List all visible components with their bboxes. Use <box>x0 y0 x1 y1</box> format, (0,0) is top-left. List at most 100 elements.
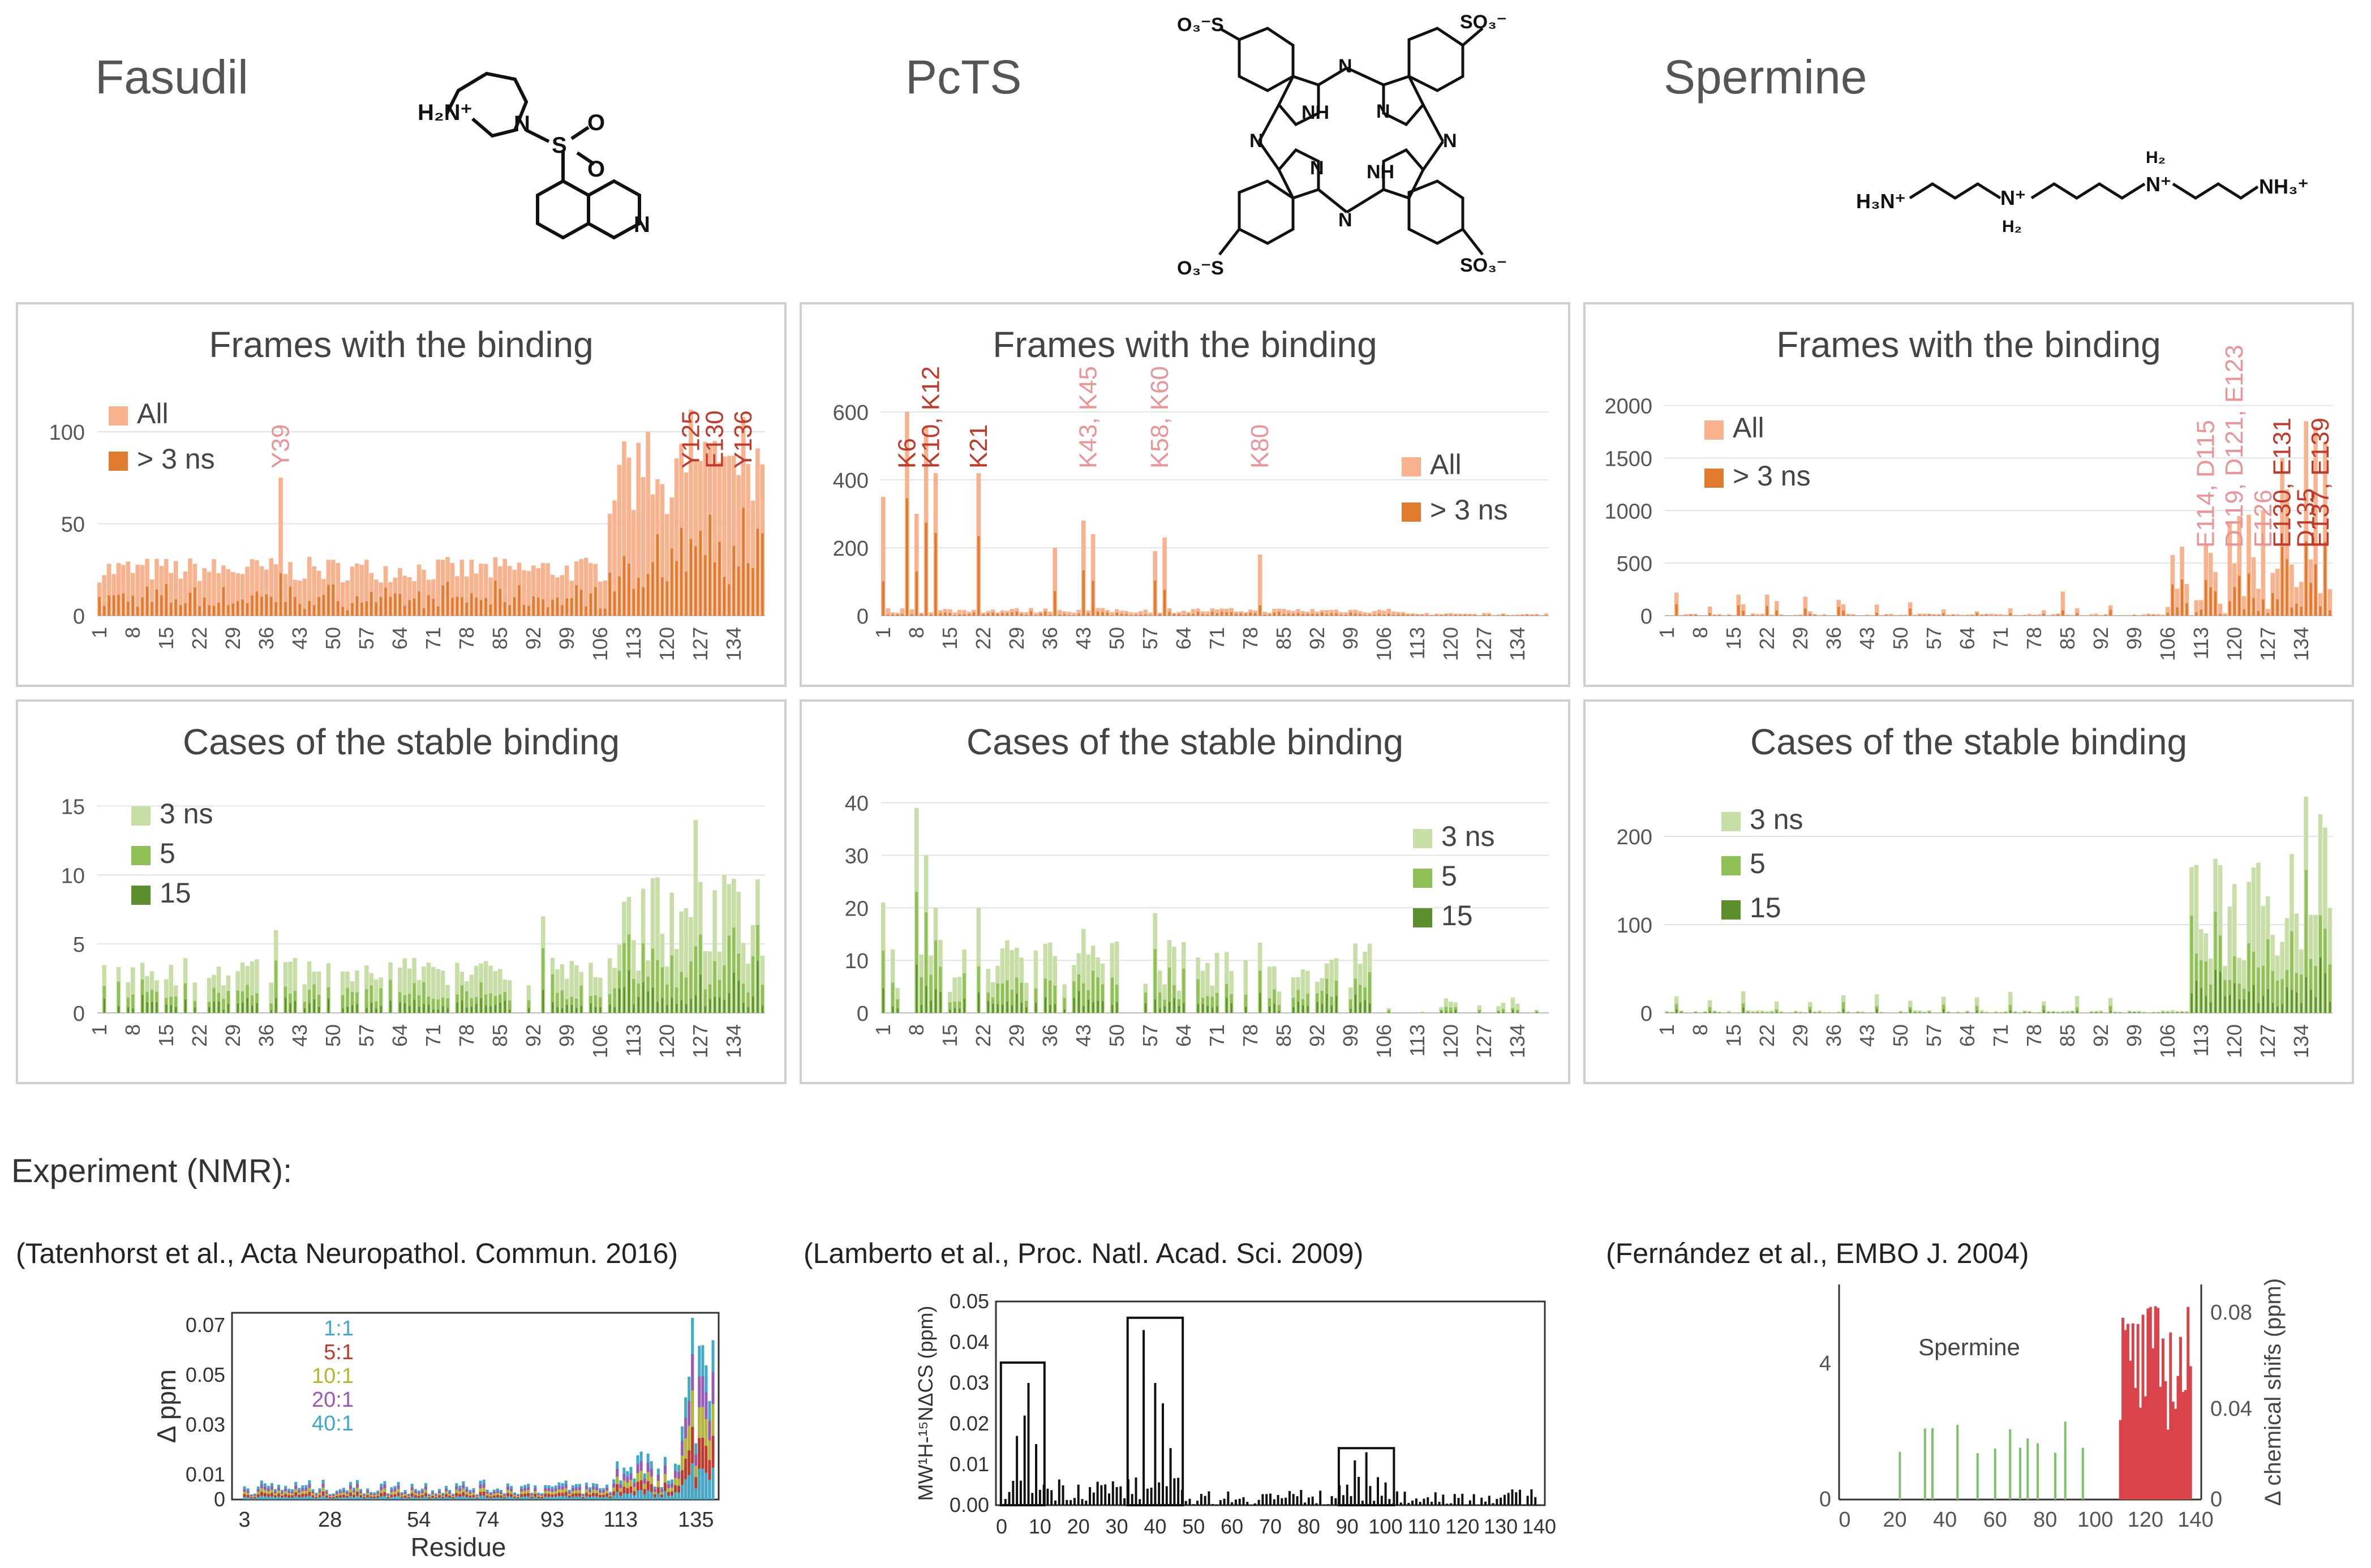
nmr-bar <box>1492 1503 1494 1505</box>
bar-15ns <box>1226 998 1228 1013</box>
bar-5ns <box>1006 980 1009 1013</box>
nmr-bar <box>663 1490 667 1500</box>
bar-3ns <box>1496 1006 1501 1013</box>
bar-gt3ns <box>1454 615 1457 616</box>
bar-all <box>1515 615 1520 616</box>
bar-15ns <box>1742 1007 1745 1013</box>
nmr-bar <box>298 1497 301 1500</box>
bar-15ns <box>2276 1006 2279 1013</box>
bar-3ns <box>1798 1011 1803 1013</box>
bar-5ns <box>1063 998 1066 1013</box>
bar-gt3ns <box>2052 615 2055 616</box>
nmr-bar <box>1511 1489 1514 1505</box>
bar-all <box>545 563 550 616</box>
bar-15ns <box>2205 995 2207 1013</box>
bar-all <box>2261 510 2266 616</box>
bar-3ns <box>2327 908 2333 1013</box>
bar-all <box>1750 613 1755 616</box>
bar-all <box>1315 611 1320 616</box>
bar-5ns <box>551 974 555 1013</box>
bar-all <box>1922 613 1927 616</box>
bar-15ns <box>246 998 248 1013</box>
nmr-bar <box>267 1494 270 1500</box>
bar-5ns <box>996 983 999 1013</box>
bar-15ns <box>542 990 544 1013</box>
bar-all <box>2041 610 2046 616</box>
nmr-bar <box>1108 1493 1110 1505</box>
nmr-bar <box>1212 1503 1214 1505</box>
bar-gt3ns <box>2033 615 2035 616</box>
y-tick-label: 1000 <box>1604 500 1652 523</box>
bar-15ns <box>289 1003 291 1013</box>
y-tick-label: 0 <box>1640 605 1652 629</box>
bar-5ns <box>1956 1012 1960 1013</box>
bar-15ns <box>504 1000 506 1013</box>
bar-all <box>1994 614 1999 616</box>
bar-3ns <box>488 965 493 1013</box>
bar-all <box>1520 614 1525 616</box>
bar-all <box>2280 458 2284 616</box>
bar-3ns <box>707 951 712 1013</box>
nmr-bar <box>636 1490 639 1500</box>
pcts-atom: N <box>1338 209 1352 231</box>
bar-5ns <box>1158 992 1162 1013</box>
x-tick-label: 57 <box>1139 627 1162 650</box>
x-tick-label: 36 <box>1038 1024 1062 1047</box>
bar-3ns <box>2060 1011 2065 1013</box>
bar-15ns <box>2253 985 2255 1013</box>
bar-all <box>402 575 407 616</box>
bar-5ns <box>761 985 764 1013</box>
bar-gt3ns <box>2300 607 2303 616</box>
bar-gt3ns <box>953 615 956 616</box>
bar-gt3ns <box>651 562 654 616</box>
bar-all <box>1798 614 1803 616</box>
bar-gt3ns <box>585 606 587 616</box>
bar-gt3ns <box>1430 615 1433 616</box>
bar-gt3ns <box>2257 611 2260 616</box>
bar-gt3ns <box>1488 615 1491 616</box>
bar-gt3ns <box>1928 614 1931 616</box>
nmr-bar <box>246 1495 250 1500</box>
nmr-bar <box>1188 1498 1191 1505</box>
nmr-bar <box>441 1497 445 1500</box>
bar-15ns <box>1928 1012 1931 1013</box>
fasudil-atom: S <box>552 133 567 158</box>
bar-15ns <box>1814 1012 1816 1013</box>
bar-3ns <box>426 963 431 1013</box>
nmr-bar <box>1330 1496 1333 1505</box>
nmr-bar <box>660 1497 663 1500</box>
bar-5ns <box>727 935 731 1013</box>
bar-5ns <box>882 951 885 1013</box>
nmr-bar <box>1231 1502 1234 1505</box>
nmr-bar-red <box>2126 1324 2129 1500</box>
bar-gt3ns <box>1335 613 1338 616</box>
bar-15ns <box>480 998 482 1013</box>
bar-5ns <box>2261 965 2265 1013</box>
bar-3ns <box>240 962 245 1013</box>
bar-3ns <box>948 991 952 1013</box>
bar-gt3ns <box>1058 614 1061 616</box>
bar-gt3ns <box>1990 615 1993 616</box>
bar-5ns <box>2257 967 2260 1013</box>
nmr-bar <box>1058 1479 1060 1505</box>
bar-gt3ns <box>136 607 139 616</box>
bar-all <box>149 579 154 616</box>
bar-15ns <box>2043 1010 2045 1013</box>
bar-5ns <box>441 997 445 1013</box>
bar-all <box>540 563 545 616</box>
bar-15ns <box>470 1006 473 1013</box>
legend-label: 3 ns <box>1441 820 1495 852</box>
bar-5ns <box>2142 1012 2146 1013</box>
nmr-bar <box>472 1494 475 1500</box>
bar-5ns <box>694 946 697 1013</box>
nmr-bar-red <box>2121 1317 2125 1500</box>
legend-label: 5 <box>1441 860 1457 892</box>
nmr-bar <box>349 1496 352 1500</box>
nmr-bar <box>438 1495 441 1500</box>
x-tick-label: 29 <box>221 627 244 650</box>
nmr-bar-red <box>2124 1330 2127 1500</box>
bar-15ns <box>595 1007 597 1013</box>
bar-gt3ns <box>1483 615 1485 616</box>
bar-gt3ns <box>289 586 292 616</box>
bar-all <box>1449 613 1453 616</box>
